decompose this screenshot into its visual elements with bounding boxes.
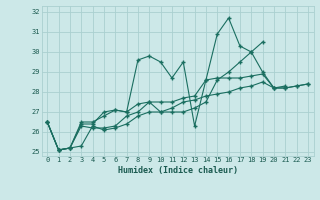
X-axis label: Humidex (Indice chaleur): Humidex (Indice chaleur) (118, 166, 237, 175)
